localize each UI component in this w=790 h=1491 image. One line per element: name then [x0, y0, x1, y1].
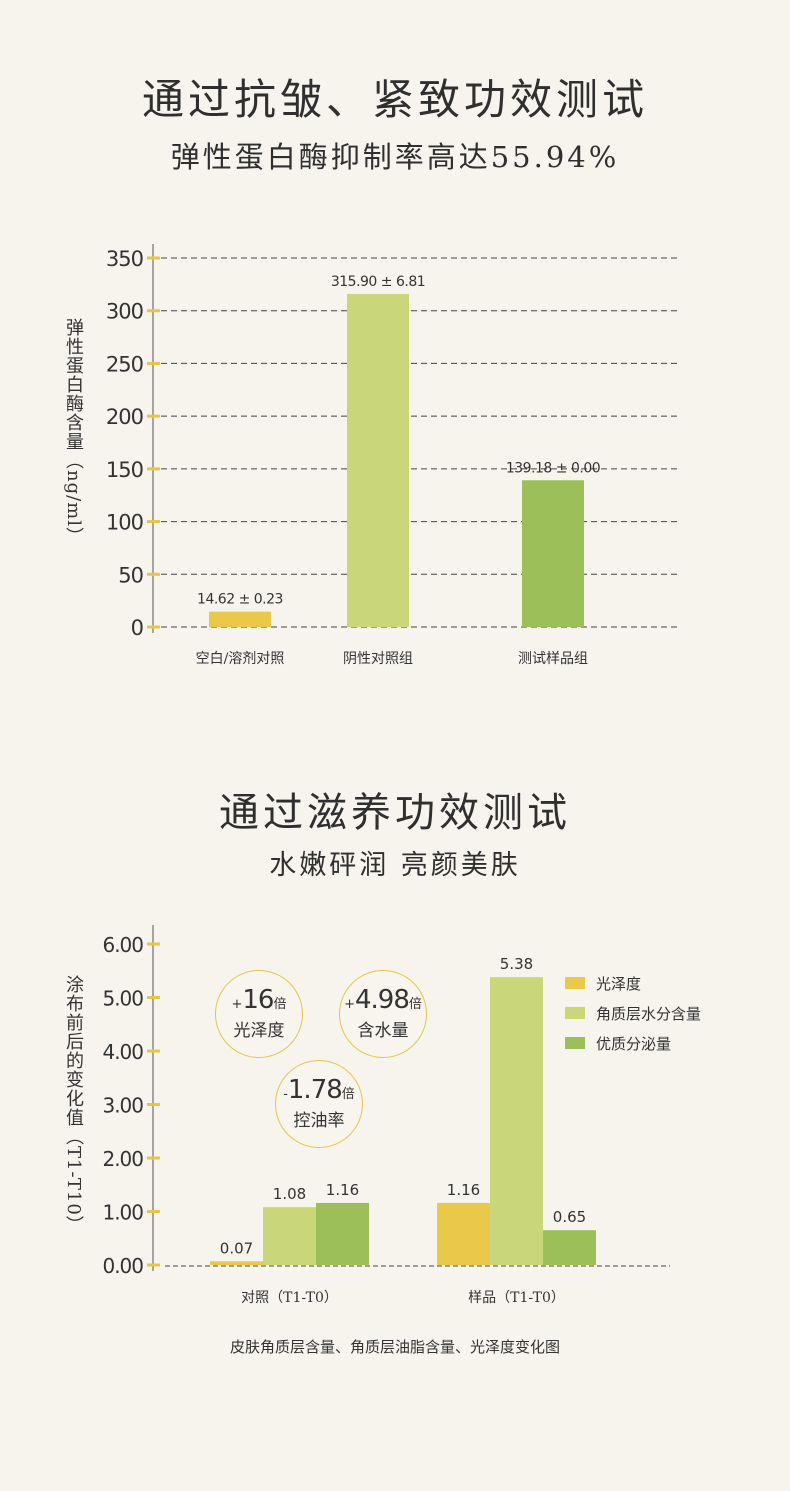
chart1-ylabel: 弹性蛋白酶含量（ng/ml）	[63, 318, 84, 547]
chart2-bar	[490, 977, 543, 1265]
chart1-tick-label: 200	[106, 405, 143, 429]
chart2-bar	[437, 1202, 490, 1265]
chart1-data-label: 14.62 ± 0.23	[197, 592, 283, 608]
chart2-data-label: 1.16	[447, 1181, 480, 1199]
chart2-tick-label: 3.00	[102, 1094, 143, 1118]
chart1-bar	[209, 611, 271, 627]
chart1-tick-label: 0	[131, 616, 143, 640]
chart1-tick-label: 150	[106, 458, 143, 482]
chart2-legend-label: 角质层水分含量	[596, 1005, 701, 1023]
chart1-data-label: 315.90 ± 6.81	[331, 274, 425, 290]
chart2-data-label: 0.07	[220, 1239, 253, 1257]
chart1-data-label: 139.18 ± 0.00	[506, 460, 600, 476]
gloss-badge-label: 光泽度	[233, 1021, 285, 1041]
chart2-bar	[543, 1230, 596, 1265]
section1-subtitle: 弹性蛋白酶抑制率高达55.94%	[170, 140, 620, 174]
section2-subtitle: 水嫩砰润 亮颜美肤	[269, 850, 521, 881]
oil-control-badge-value: -1.78倍	[283, 1075, 355, 1105]
chart2-data-label: 1.08	[273, 1185, 306, 1203]
moisture-badge: +4.98倍 含水量	[339, 970, 427, 1058]
chart2-bar	[210, 1261, 263, 1265]
chart2-tick-label: 4.00	[102, 1040, 143, 1064]
chart1-category-label: 空白/溶剂对照	[196, 651, 285, 667]
chart1-bar	[522, 480, 584, 627]
chart1-category-label: 测试样品组	[518, 651, 588, 667]
chart1-tick-label: 250	[106, 352, 143, 376]
chart2-category-label: 对照（T1-T0）	[241, 1290, 338, 1306]
chart2-caption: 皮肤角质层含量、角质层油脂含量、光泽度变化图	[229, 1338, 560, 1356]
gloss-badge-value: +16倍	[231, 985, 287, 1015]
chart2-tick-label: 6.00	[102, 933, 143, 957]
section2-title: 通过滋养功效测试	[219, 790, 571, 836]
chart2-data-label: 5.38	[500, 955, 533, 973]
gloss-badge: +16倍 光泽度	[215, 970, 303, 1058]
chart1-tick-label: 300	[106, 300, 143, 324]
chart1-bar	[347, 293, 409, 627]
chart2-bar	[316, 1202, 369, 1265]
oil-control-badge: -1.78倍 控油率	[275, 1060, 363, 1148]
chart2-category-label: 样品（T1-T0）	[468, 1290, 565, 1306]
chart1-category-label: 阴性对照组	[343, 651, 413, 667]
chart2-legend-swatch	[565, 1037, 585, 1049]
chart2-data-label: 1.16	[326, 1181, 359, 1199]
moisture-badge-label: 含水量	[357, 1021, 409, 1041]
section1-title: 通过抗皱、紧致功效测试	[141, 75, 648, 124]
chart1-tick-label: 50	[118, 563, 143, 587]
chart2-ylabel: 涂布前后的变化值（T1-T10）	[63, 975, 84, 1235]
chart2-tick-label: 5.00	[102, 987, 143, 1011]
chart2-legend-swatch	[565, 977, 585, 989]
oil-control-badge-label: 控油率	[293, 1111, 345, 1131]
chart1-tick-label: 100	[106, 511, 143, 535]
chart1-tick-label: 350	[106, 247, 143, 271]
chart2-bar	[263, 1207, 316, 1265]
chart2-legend-label: 光泽度	[596, 975, 641, 993]
chart2-legend-swatch	[565, 1007, 585, 1019]
chart2-tick-label: 0.00	[102, 1254, 143, 1278]
moisture-badge-value: +4.98倍	[344, 985, 422, 1015]
chart2-tick-label: 1.00	[102, 1201, 143, 1225]
chart2-data-label: 0.65	[553, 1208, 586, 1226]
chart2-legend-label: 优质分泌量	[596, 1035, 671, 1053]
chart2-tick-label: 2.00	[102, 1147, 143, 1171]
